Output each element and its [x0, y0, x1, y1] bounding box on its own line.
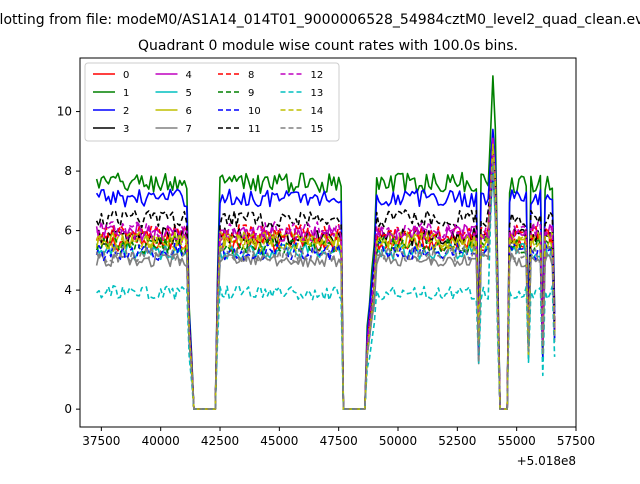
legend-label-6: 6 — [186, 106, 192, 117]
series-layer — [95, 75, 556, 410]
chart-title: Quadrant 0 module wise count rates with … — [138, 38, 518, 54]
legend-label-10: 10 — [248, 106, 261, 117]
legend-label-15: 15 — [311, 124, 324, 135]
legend-label-2: 2 — [123, 106, 129, 117]
x-tick-label: 47500 — [320, 434, 358, 448]
legend-label-0: 0 — [123, 70, 129, 81]
legend-label-12: 12 — [311, 70, 324, 81]
x-offset-label: +5.018e8 — [517, 454, 576, 468]
y-tick-label: 2 — [64, 343, 72, 357]
series-line-15 — [95, 161, 556, 410]
legend-label-11: 11 — [248, 124, 261, 135]
axes-frame — [79, 57, 577, 428]
legend-label-14: 14 — [311, 106, 324, 117]
y-axis: 0 2 4 6 8 10 — [57, 105, 80, 416]
x-tick-label: 45000 — [260, 434, 298, 448]
x-tick-label: 40000 — [142, 434, 180, 448]
x-tick-label: 57500 — [557, 434, 595, 448]
legend-box — [84, 62, 340, 142]
x-tick-label: 55000 — [498, 434, 536, 448]
legend-label-13: 13 — [311, 88, 324, 99]
x-axis: 37500 40000 42500 45000 47500 50000 52500 55000… — [82, 427, 595, 448]
legend-label-7: 7 — [186, 124, 192, 135]
figure-suptitle: Plotting from file: modeM0/AS1A14_014T01… — [0, 12, 640, 28]
y-tick-label: 8 — [64, 164, 72, 178]
legend-label-1: 1 — [123, 88, 129, 99]
legend-label-8: 8 — [248, 70, 254, 81]
y-tick-label: 0 — [64, 402, 72, 416]
legend-label-4: 4 — [186, 70, 192, 81]
legend-label-9: 9 — [248, 88, 254, 99]
x-tick-label: 50000 — [379, 434, 417, 448]
y-tick-label: 6 — [64, 224, 72, 238]
series-line-12 — [96, 152, 556, 410]
x-tick-label: 42500 — [201, 434, 239, 448]
x-tick-label: 37500 — [82, 434, 120, 448]
legend-label-5: 5 — [186, 88, 192, 99]
series-line-11 — [95, 149, 556, 410]
y-tick-label: 10 — [57, 105, 72, 119]
y-tick-label: 4 — [64, 283, 72, 297]
legend-label-3: 3 — [123, 124, 129, 135]
x-tick-label: 52500 — [438, 434, 476, 448]
